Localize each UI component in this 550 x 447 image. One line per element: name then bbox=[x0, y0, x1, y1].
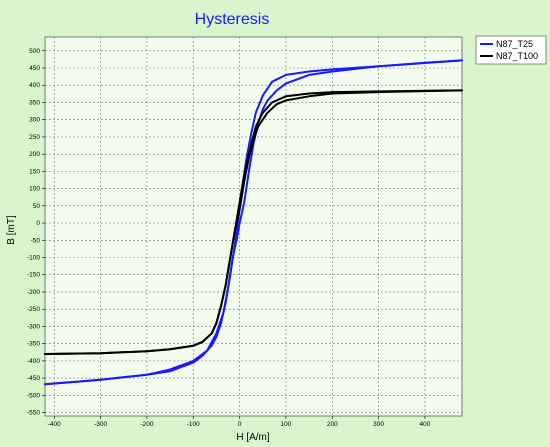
y-tick-label: 100 bbox=[29, 186, 40, 193]
y-tick-label: -450 bbox=[27, 375, 40, 382]
y-tick-label: 500 bbox=[29, 48, 40, 55]
y-tick-label: -550 bbox=[27, 410, 40, 417]
x-axis-ticks: -400 -300 -200 -100 0 100 200 300 400 bbox=[48, 416, 431, 428]
y-axis-label: B [mT] bbox=[6, 215, 17, 245]
y-tick-label: 250 bbox=[29, 134, 40, 141]
x-axis-label: H [A/m] bbox=[236, 432, 270, 443]
y-tick-label: -100 bbox=[27, 255, 40, 262]
y-tick-label: 150 bbox=[29, 168, 40, 175]
x-tick-label: -400 bbox=[48, 421, 61, 428]
y-tick-label: -50 bbox=[31, 237, 41, 244]
legend: N87_T25 N87_T100 bbox=[475, 35, 547, 65]
y-tick-label: -500 bbox=[27, 392, 40, 399]
y-tick-label: 300 bbox=[29, 117, 40, 124]
y-tick-label: 50 bbox=[33, 203, 41, 210]
series-lines bbox=[44, 59, 463, 386]
y-tick-label: 0 bbox=[36, 220, 40, 227]
x-tick-label: -200 bbox=[140, 421, 153, 428]
y-tick-label: 400 bbox=[29, 82, 40, 89]
legend-label-n87-t100: N87_T100 bbox=[496, 51, 538, 61]
chart-title: Hysteresis bbox=[195, 11, 270, 28]
y-tick-label: -200 bbox=[27, 289, 40, 296]
x-tick-label: 100 bbox=[281, 421, 292, 428]
x-tick-label: 400 bbox=[420, 421, 431, 428]
y-tick-label: 450 bbox=[29, 65, 40, 72]
y-tick-label: -350 bbox=[27, 341, 40, 348]
x-tick-label: 300 bbox=[373, 421, 384, 428]
y-axis-ticks: 500450400350300250200150100500-50-100-15… bbox=[27, 48, 45, 417]
legend-label-n87-t25: N87_T25 bbox=[496, 39, 533, 49]
series-n87-t100-lower-branch bbox=[44, 89, 463, 355]
y-tick-label: -400 bbox=[27, 358, 40, 365]
y-tick-label: -250 bbox=[27, 306, 40, 313]
x-tick-label: 200 bbox=[327, 421, 338, 428]
series-n87-t25-lower-branch bbox=[44, 59, 463, 386]
y-tick-label: 200 bbox=[29, 151, 40, 158]
x-tick-label: 0 bbox=[238, 421, 242, 428]
y-tick-label: 350 bbox=[29, 99, 40, 106]
y-tick-label: -300 bbox=[27, 323, 40, 330]
legend-box bbox=[475, 35, 547, 65]
y-tick-label: -150 bbox=[27, 272, 40, 279]
x-tick-label: -300 bbox=[94, 421, 107, 428]
x-tick-label: -100 bbox=[187, 421, 200, 428]
plot-area bbox=[44, 36, 463, 417]
